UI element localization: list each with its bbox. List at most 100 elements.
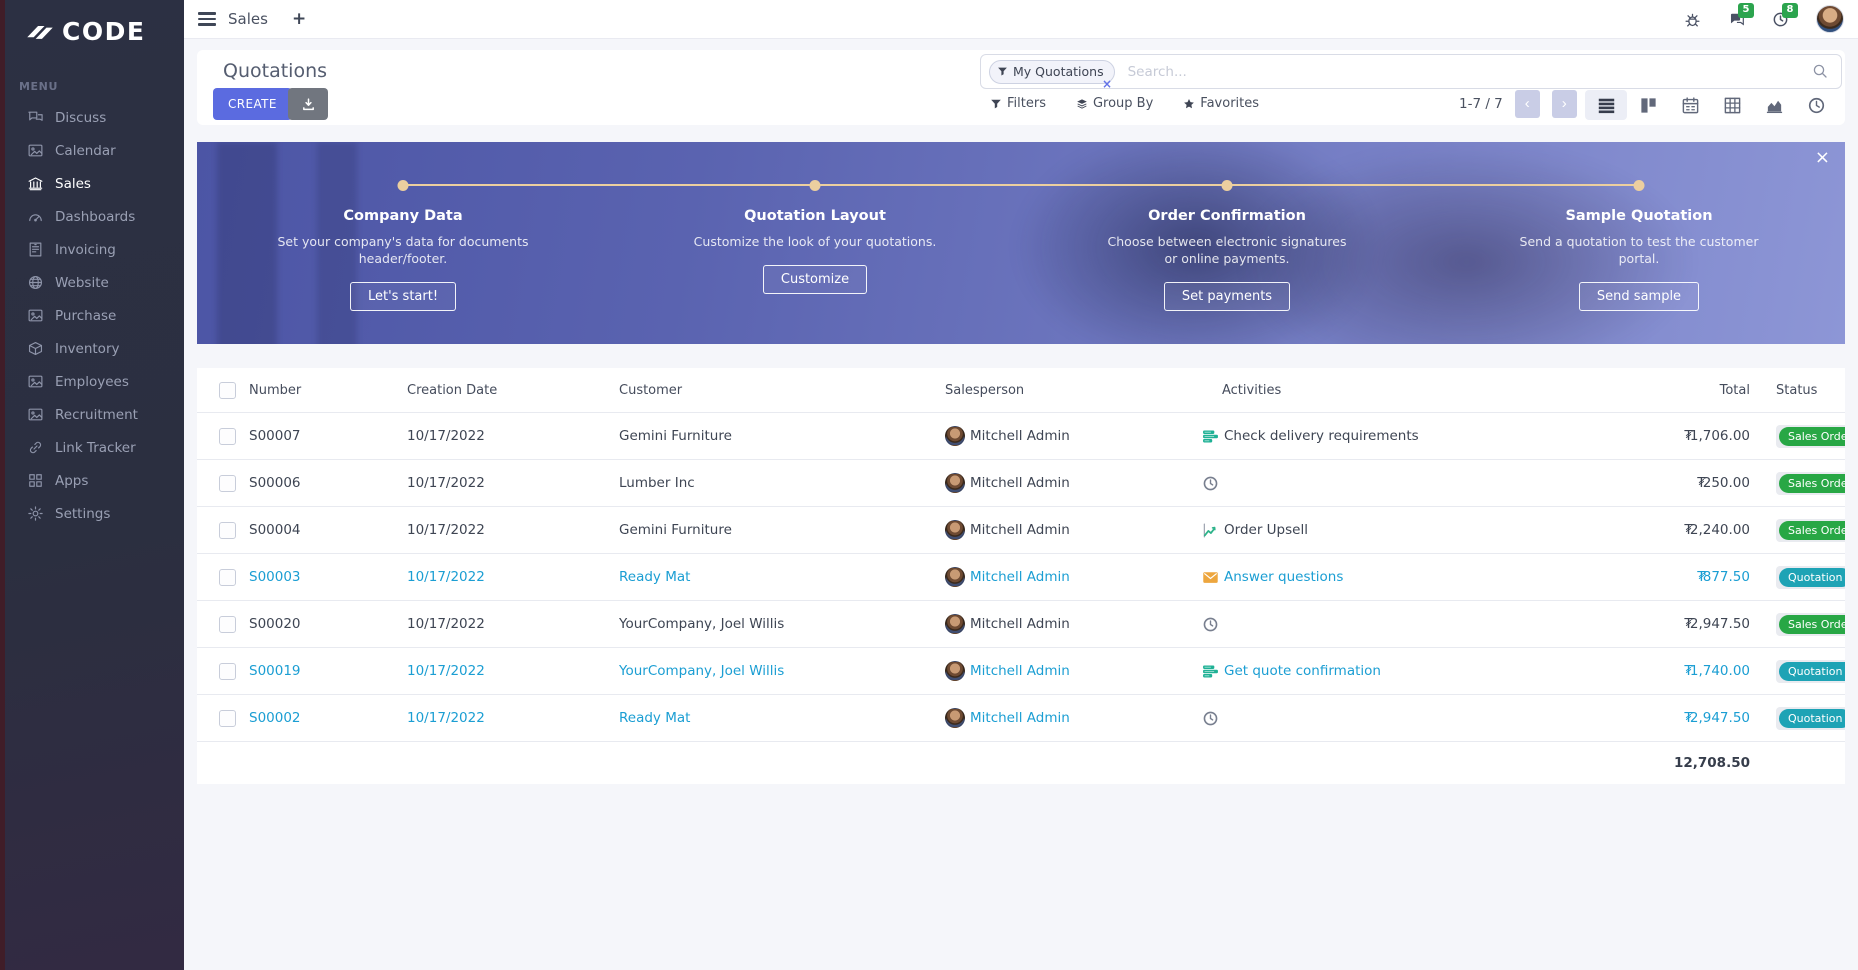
row-checkbox[interactable] <box>219 662 236 680</box>
cell-status: Sales Order <box>1750 471 1845 495</box>
cell-activity[interactable] <box>1202 616 1646 633</box>
view-button-activity[interactable] <box>1795 90 1837 120</box>
onboarding-step-button[interactable]: Customize <box>762 265 868 294</box>
debug-bug-icon[interactable] <box>1684 11 1701 28</box>
cell-activity[interactable]: Order Upsell <box>1202 522 1646 539</box>
row-checkbox[interactable] <box>219 427 236 445</box>
row-checkbox[interactable] <box>219 615 236 633</box>
cell-creation-date: 10/17/2022 <box>407 569 485 585</box>
column-header-creation-date[interactable]: Creation Date <box>407 382 498 398</box>
onboarding-step-sample-quotation: Sample Quotation Send a quotation to tes… <box>1433 172 1845 311</box>
row-checkbox[interactable] <box>219 521 236 539</box>
sidebar-item-link-tracker[interactable]: Link Tracker <box>0 431 184 464</box>
column-header-total[interactable]: Total <box>1719 382 1750 398</box>
row-checkbox[interactable] <box>219 568 236 586</box>
download-icon <box>301 97 316 112</box>
onboarding-step-title: Quotation Layout <box>744 208 886 224</box>
tasks-icon <box>1202 663 1219 680</box>
hamburger-menu-icon[interactable] <box>198 12 216 26</box>
messages-icon[interactable]: 5 <box>1728 2 1754 28</box>
salesperson-avatar <box>945 473 965 493</box>
sidebar-item-employees[interactable]: Employees <box>0 365 184 398</box>
sidebar-item-website[interactable]: Website <box>0 266 184 299</box>
onboarding-step-button[interactable]: Let's start! <box>349 282 457 311</box>
cell-total: ₮2,947.50 <box>1684 616 1750 632</box>
salesperson-avatar <box>945 614 965 634</box>
filters-button[interactable]: Filters <box>990 96 1046 111</box>
status-badge: Sales Order <box>1779 473 1845 493</box>
pager-next-button[interactable]: › <box>1551 90 1577 118</box>
cell-activity[interactable] <box>1202 710 1646 727</box>
onboarding-step-button[interactable]: Send sample <box>1578 282 1700 311</box>
onboarding-step-dot <box>397 179 409 191</box>
banner-close-icon[interactable]: × <box>1814 147 1830 168</box>
activities-clock-icon[interactable]: 8 <box>1772 2 1798 28</box>
onboarding-step-button[interactable]: Set payments <box>1163 282 1291 311</box>
search-facet-my-quotations[interactable]: My Quotations <box>989 59 1115 84</box>
image-icon <box>27 142 44 159</box>
cell-activity[interactable]: Get quote confirmation <box>1202 663 1646 680</box>
search-bar[interactable]: My Quotations × Search... <box>980 54 1842 91</box>
favorites-button[interactable]: Favorites <box>1183 96 1259 111</box>
row-checkbox[interactable] <box>219 474 236 492</box>
groupby-button[interactable]: Group By <box>1076 96 1153 111</box>
cell-activity[interactable] <box>1202 475 1646 492</box>
view-button-list[interactable] <box>1585 90 1627 120</box>
table-row[interactable]: S00006 10/17/2022 Lumber Inc Mitchell Ad… <box>197 460 1845 507</box>
search-icon[interactable] <box>1812 63 1828 79</box>
sidebar-item-apps[interactable]: Apps <box>0 464 184 497</box>
table-row[interactable]: S00007 10/17/2022 Gemini Furniture Mitch… <box>197 413 1845 460</box>
sidebar-item-calendar[interactable]: Calendar <box>0 134 184 167</box>
create-button[interactable]: CREATE <box>213 88 292 120</box>
view-button-calendar[interactable] <box>1669 90 1711 120</box>
image-icon <box>27 373 44 390</box>
export-button[interactable] <box>288 88 328 120</box>
page-title: Quotations <box>223 60 328 82</box>
column-header-number[interactable]: Number <box>249 382 302 398</box>
user-avatar[interactable] <box>1816 5 1844 33</box>
cell-number: S00004 <box>249 522 301 538</box>
select-all-checkbox[interactable] <box>219 381 236 399</box>
cell-activity[interactable]: Answer questions <box>1202 569 1646 586</box>
view-button-graph[interactable] <box>1753 90 1795 120</box>
row-checkbox[interactable] <box>219 709 236 727</box>
sidebar-item-purchase[interactable]: Purchase <box>0 299 184 332</box>
search-input[interactable]: Search... <box>1127 63 1187 80</box>
column-header-status[interactable]: Status <box>1776 382 1818 398</box>
column-header-salesperson[interactable]: Salesperson <box>945 382 1025 398</box>
table-row[interactable]: S00002 10/17/2022 Ready Mat Mitchell Adm… <box>197 695 1845 742</box>
sidebar-item-recruitment[interactable]: Recruitment <box>0 398 184 431</box>
cell-creation-date: 10/17/2022 <box>407 522 485 538</box>
facet-remove-icon[interactable]: × <box>1102 77 1113 91</box>
table-row[interactable]: S00020 10/17/2022 YourCompany, Joel Will… <box>197 601 1845 648</box>
view-button-kanban[interactable] <box>1627 90 1669 120</box>
column-header-customer[interactable]: Customer <box>619 382 683 398</box>
column-header-activities[interactable]: Activities <box>1222 382 1282 398</box>
cell-salesperson: Mitchell Admin <box>945 520 1202 540</box>
calendar-view-icon <box>1681 96 1700 115</box>
table-row[interactable]: S00004 10/17/2022 Gemini Furniture Mitch… <box>197 507 1845 554</box>
cell-number: S00019 <box>249 663 301 679</box>
sidebar-item-settings[interactable]: Settings <box>0 497 184 530</box>
envelope-icon <box>1202 569 1219 586</box>
cell-number: S00006 <box>249 475 301 491</box>
table-row[interactable]: S00003 10/17/2022 Ready Mat Mitchell Adm… <box>197 554 1845 601</box>
filter-funnel-icon <box>997 66 1008 77</box>
quotations-table: Number Creation Date Customer Salesperso… <box>197 368 1845 784</box>
cell-number: S00007 <box>249 428 301 444</box>
sidebar-item-discuss[interactable]: Discuss <box>0 101 184 134</box>
cell-customer: Gemini Furniture <box>619 522 732 538</box>
sidebar-item-inventory[interactable]: Inventory <box>0 332 184 365</box>
pager-previous-button[interactable]: ‹ <box>1514 90 1540 118</box>
new-tab-button[interactable]: + <box>291 9 307 29</box>
kanban-view-icon <box>1639 96 1658 115</box>
onboarding-step-description: Choose between electronic signatures or … <box>1107 234 1347 266</box>
table-row[interactable]: S00019 10/17/2022 YourCompany, Joel Will… <box>197 648 1845 695</box>
sidebar-item-invoicing[interactable]: Invoicing <box>0 233 184 266</box>
view-button-pivot[interactable] <box>1711 90 1753 120</box>
sidebar-item-dashboards[interactable]: Dashboards <box>0 200 184 233</box>
tasks-icon <box>1202 428 1219 445</box>
cell-activity[interactable]: Check delivery requirements <box>1202 428 1646 445</box>
sidebar-item-sales[interactable]: Sales <box>0 167 184 200</box>
